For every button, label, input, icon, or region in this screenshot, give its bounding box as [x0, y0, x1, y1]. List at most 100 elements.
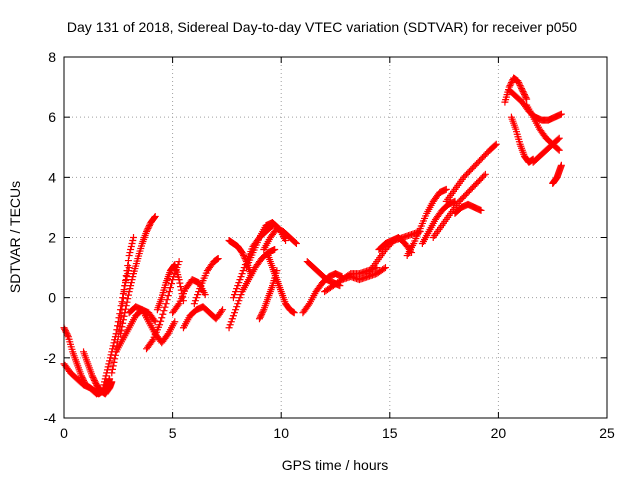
- data-point: [122, 305, 130, 313]
- data-point: [518, 85, 526, 93]
- series-segment-aa: [403, 185, 450, 260]
- data-point: [515, 80, 523, 88]
- series-segment-r: [260, 224, 300, 254]
- data-point: [143, 226, 151, 234]
- data-point: [127, 246, 135, 254]
- data-point: [492, 140, 500, 148]
- series-segment-j: [153, 261, 187, 314]
- data-point: [514, 77, 522, 85]
- data-point: [518, 86, 526, 94]
- data-point: [61, 327, 69, 335]
- data-point: [145, 223, 153, 231]
- data-point: [124, 295, 132, 303]
- data-point: [304, 301, 312, 309]
- data-point: [126, 249, 134, 257]
- series-segment-ak: [549, 161, 565, 187]
- data-point: [195, 288, 203, 296]
- data-point: [228, 315, 236, 323]
- data-point: [256, 313, 264, 321]
- series-segment-x: [338, 264, 389, 284]
- data-point: [148, 337, 156, 345]
- series-segment-t: [255, 267, 281, 323]
- x-tick-label: 20: [491, 425, 507, 441]
- data-point: [144, 224, 152, 232]
- data-point: [194, 291, 202, 299]
- y-tick-label: 4: [48, 169, 56, 185]
- data-point: [238, 249, 246, 257]
- data-point: [554, 145, 562, 153]
- data-point: [129, 273, 137, 281]
- data-point: [108, 369, 116, 377]
- data-point: [555, 134, 563, 142]
- y-tick-label: 6: [48, 109, 56, 125]
- data-point: [177, 286, 185, 294]
- data-point: [554, 135, 562, 143]
- x-tick-label: 10: [273, 425, 289, 441]
- data-point: [231, 309, 239, 317]
- data-point: [523, 95, 531, 103]
- x-tick-label: 25: [599, 425, 615, 441]
- data-point: [240, 252, 248, 260]
- data-point: [122, 272, 130, 280]
- data-point: [258, 309, 266, 317]
- series-segment-ai: [523, 101, 563, 154]
- data-point: [236, 294, 244, 302]
- data-point: [109, 345, 117, 353]
- data-point: [163, 296, 171, 304]
- data-point: [102, 372, 110, 380]
- data-point: [109, 342, 117, 350]
- data-point: [119, 300, 127, 308]
- data-point: [271, 246, 279, 254]
- data-point: [169, 276, 177, 284]
- data-point: [442, 185, 450, 193]
- data-point: [521, 92, 529, 100]
- data-point: [231, 291, 239, 299]
- data-point: [126, 285, 134, 293]
- data-point: [259, 307, 267, 315]
- data-point: [119, 316, 127, 324]
- series-segment-ac: [429, 170, 489, 241]
- data-point: [119, 319, 127, 327]
- data-point: [88, 372, 96, 380]
- data-point: [109, 365, 117, 373]
- data-point: [145, 221, 153, 229]
- data-point: [516, 82, 524, 90]
- data-point: [161, 303, 169, 311]
- data-point: [235, 279, 243, 287]
- data-point: [77, 372, 85, 380]
- data-point: [234, 300, 242, 308]
- data-point: [477, 206, 485, 214]
- x-tick-label: 0: [60, 425, 68, 441]
- data-point: [128, 240, 136, 248]
- data-point: [110, 358, 118, 366]
- data-point: [557, 110, 565, 118]
- data-point: [235, 297, 243, 305]
- data-point: [219, 306, 227, 314]
- data-point: [127, 282, 135, 290]
- data-point: [143, 227, 151, 235]
- x-axis-label: GPS time / hours: [282, 457, 389, 473]
- y-tick-label: 2: [48, 230, 56, 246]
- data-point: [522, 94, 530, 102]
- series-segment-e: [108, 234, 138, 377]
- series-segment-k: [169, 276, 209, 317]
- data-point: [225, 324, 233, 332]
- data-point: [257, 312, 265, 320]
- series-segment-aj: [529, 134, 563, 166]
- data-point: [229, 294, 237, 302]
- data-point: [110, 339, 118, 347]
- data-point: [217, 307, 225, 315]
- data-point: [237, 291, 245, 299]
- x-tick-label: 5: [169, 425, 177, 441]
- data-point: [201, 291, 209, 299]
- data-point: [158, 314, 166, 322]
- data-point: [63, 330, 71, 338]
- data-point: [232, 288, 240, 296]
- data-point: [163, 331, 171, 339]
- data-point: [239, 267, 247, 275]
- data-point: [255, 315, 263, 323]
- data-point: [175, 258, 183, 266]
- data-point: [234, 282, 242, 290]
- data-point: [90, 376, 98, 384]
- data-point: [247, 270, 255, 278]
